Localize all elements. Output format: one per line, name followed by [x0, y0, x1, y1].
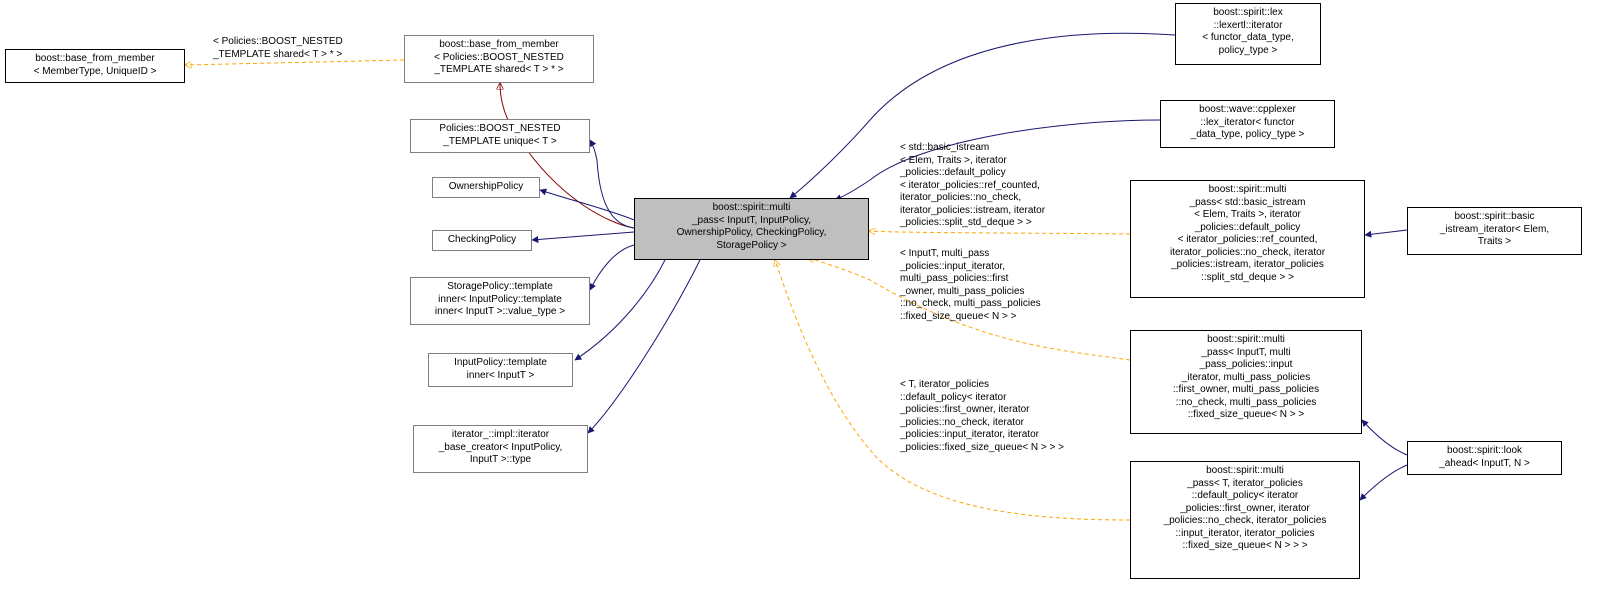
class-node-n_multi_T[interactable]: boost::spirit::multi _pass< T, iterator_… [1130, 461, 1360, 579]
class-node-n_storage[interactable]: StoragePolicy::template inner< InputPoli… [410, 277, 590, 325]
class-node-n_base_tmpl[interactable]: boost::base_from_member < Policies::BOOS… [404, 35, 594, 83]
class-node-n_multi_fix[interactable]: boost::spirit::multi _pass< InputT, mult… [1130, 330, 1362, 434]
inheritance-edge [588, 260, 700, 433]
inheritance-edge [590, 140, 634, 228]
template-args-label: < std::basic_istream < Elem, Traits >, i… [900, 142, 1045, 230]
edge-layer [0, 0, 1615, 593]
class-node-n_iter_impl[interactable]: iterator_::impl::iterator _base_creator<… [413, 425, 588, 473]
class-node-n_basic_istr[interactable]: boost::spirit::basic _istream_iterator< … [1407, 207, 1582, 255]
inheritance-edge [1362, 420, 1407, 455]
inheritance-edge [540, 190, 634, 220]
class-node-n_check[interactable]: CheckingPolicy [432, 230, 532, 251]
inheritance-edge [1360, 465, 1407, 500]
inheritance-edge [1365, 230, 1407, 235]
template-args-label: < Policies::BOOST_NESTED _TEMPLATE share… [213, 36, 343, 61]
inheritance-edge [500, 83, 634, 228]
inheritance-edge [590, 245, 634, 290]
class-node-n_wave[interactable]: boost::wave::cpplexer ::lex_iterator< fu… [1160, 100, 1335, 148]
class-node-n_center[interactable]: boost::spirit::multi _pass< InputT, Inpu… [634, 198, 869, 260]
class-node-n_multi_def[interactable]: boost::spirit::multi _pass< std::basic_i… [1130, 180, 1365, 298]
inheritance-edge [532, 232, 634, 240]
class-node-n_policies[interactable]: Policies::BOOST_NESTED _TEMPLATE unique<… [410, 119, 590, 153]
class-node-n_look[interactable]: boost::spirit::look _ahead< InputT, N > [1407, 441, 1562, 475]
template-args-label: < T, iterator_policies ::default_policy<… [900, 379, 1064, 454]
class-node-n_lex_it[interactable]: boost::spirit::lex ::lexertl::iterator <… [1175, 3, 1321, 65]
class-node-n_owner[interactable]: OwnershipPolicy [432, 177, 540, 198]
template-args-label: < InputT, multi_pass _policies::input_it… [900, 248, 1041, 323]
inheritance-edge [869, 231, 1130, 234]
class-node-n_input[interactable]: InputPolicy::template inner< InputT > [428, 353, 573, 387]
class-node-n_base_member[interactable]: boost::base_from_member < MemberType, Un… [5, 49, 185, 83]
